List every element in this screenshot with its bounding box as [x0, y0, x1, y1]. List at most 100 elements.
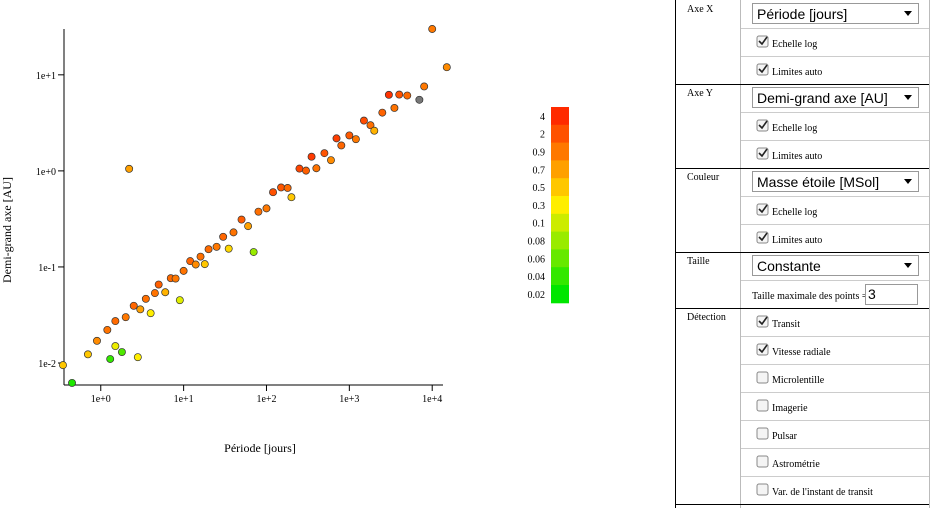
point — [111, 342, 120, 351]
colorbar-label: 2 — [540, 130, 545, 141]
select-value: Période [jours] — [757, 6, 847, 22]
point — [237, 215, 246, 224]
point — [442, 63, 451, 72]
point — [141, 294, 150, 303]
point — [327, 156, 335, 165]
point — [224, 244, 233, 253]
point — [428, 25, 437, 33]
point — [136, 305, 145, 314]
point — [106, 355, 115, 363]
point — [277, 183, 286, 192]
select-value: Demi-grand axe [AU] — [757, 90, 888, 106]
checkbox[interactable] — [756, 483, 769, 496]
chart: Période [jours] Demi-grand axe [AU] 1e+0… — [0, 25, 569, 455]
checkmark — [758, 232, 768, 242]
point — [212, 242, 221, 251]
y-tick-label: 1e-2 — [38, 359, 56, 370]
select-value: Masse étoile [MSol] — [757, 174, 879, 190]
point — [191, 260, 200, 269]
point — [262, 204, 271, 213]
colorbar-cell — [551, 142, 569, 161]
colorbar-label: 4 — [540, 112, 545, 123]
x-tick-label: 1e+3 — [339, 394, 359, 405]
select-arrow — [904, 263, 912, 268]
point — [129, 301, 138, 310]
input-value: 3 — [868, 286, 876, 302]
colorbar-label: 0.3 — [533, 201, 546, 212]
point — [378, 108, 387, 117]
y-tick-label: 1e-1 — [38, 263, 56, 274]
point — [415, 95, 424, 104]
colorbar-label: 0.02 — [528, 290, 546, 301]
point — [269, 188, 277, 197]
checkbox[interactable] — [756, 455, 769, 468]
point — [337, 141, 346, 150]
point — [150, 289, 159, 298]
checkbox[interactable] — [756, 427, 769, 440]
input[interactable] — [865, 284, 918, 305]
y-tick-label: 1e+0 — [36, 167, 56, 178]
x-tick-label: 1e+2 — [256, 394, 276, 405]
point — [403, 91, 412, 100]
select-arrow — [904, 179, 912, 184]
colorbar-cell — [551, 160, 569, 179]
checkmark — [758, 316, 768, 326]
section-label: Détection — [687, 312, 726, 323]
point — [219, 232, 228, 241]
point — [295, 164, 304, 173]
point — [171, 274, 180, 283]
colorbar-label: 0.1 — [533, 219, 546, 230]
colorbar-cell — [551, 107, 569, 126]
checkbox-label: Limites auto — [772, 151, 822, 162]
checkbox-label: Echelle log — [772, 123, 817, 134]
point — [125, 164, 134, 173]
colorbar-label: 0.9 — [533, 148, 546, 159]
x-axis-label: Période [jours] — [224, 441, 296, 455]
x-tick-label: 1e+0 — [91, 394, 111, 405]
select-value: Constante — [757, 258, 821, 274]
checkbox-label: Echelle log — [772, 39, 817, 50]
checkbox-label: Limites auto — [772, 235, 822, 246]
point — [307, 152, 316, 161]
point — [345, 131, 354, 140]
y-axis-label: Demi-grand axe [AU] — [0, 177, 14, 283]
select[interactable] — [752, 171, 919, 192]
colorbar-cell — [551, 231, 569, 250]
point — [332, 134, 341, 143]
checkbox-label: Astrométrie — [772, 459, 820, 470]
checkmark — [758, 344, 768, 354]
checkbox-label: Vitesse radiale — [772, 347, 831, 358]
checkbox-label: Echelle log — [772, 207, 817, 218]
checkmark — [758, 36, 768, 46]
select-arrow — [904, 95, 912, 100]
select[interactable] — [752, 255, 919, 276]
point — [204, 245, 213, 254]
point — [103, 325, 112, 334]
checkbox[interactable] — [756, 399, 769, 412]
checkmark — [758, 204, 768, 214]
section-label: Taille — [687, 256, 710, 267]
point — [117, 348, 126, 356]
point — [93, 336, 101, 345]
checkbox[interactable] — [756, 371, 769, 384]
select[interactable] — [752, 87, 919, 108]
colorbar-label: 0.7 — [533, 165, 546, 176]
point — [283, 184, 292, 192]
checkbox-label: Transit — [772, 319, 800, 330]
point — [370, 126, 379, 135]
point — [254, 207, 263, 216]
colorbar-label: 0.04 — [528, 272, 546, 283]
point — [121, 313, 130, 322]
point — [179, 266, 188, 275]
select[interactable] — [752, 3, 919, 24]
checkbox-label: Var. de l'instant de transit — [772, 487, 873, 498]
select-arrow — [904, 11, 912, 16]
checkmark — [758, 120, 768, 130]
point — [244, 222, 253, 231]
point — [395, 90, 404, 99]
colorbar-cell — [551, 267, 569, 286]
point — [59, 361, 67, 370]
point — [196, 252, 205, 261]
point — [359, 116, 368, 125]
